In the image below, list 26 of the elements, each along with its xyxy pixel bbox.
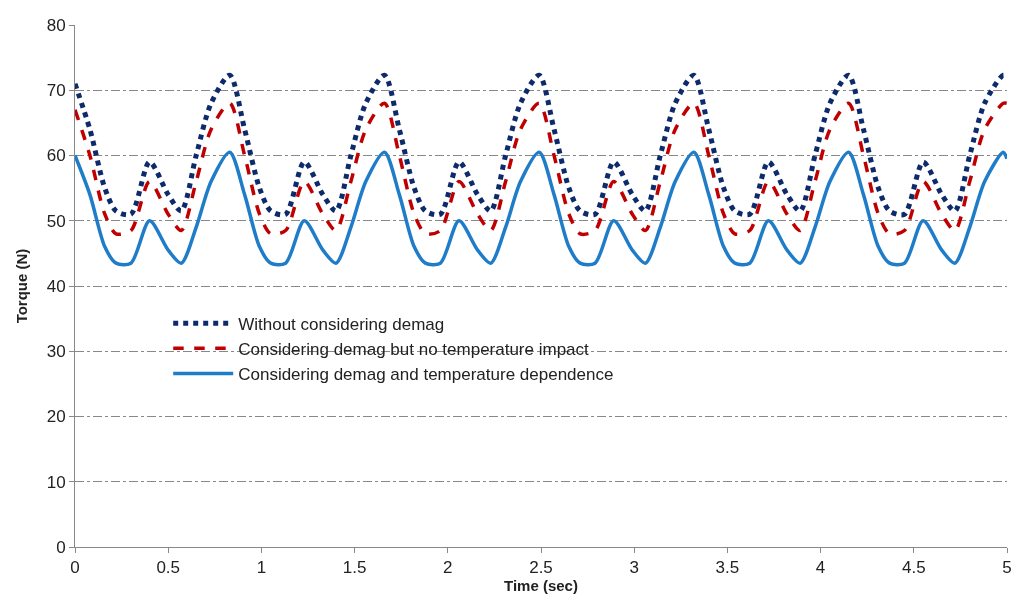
y-tick-label: 20 [46, 407, 66, 427]
x-tick-label: 1 [256, 558, 267, 578]
x-tick-label: 3.5 [715, 558, 740, 578]
x-tick-label: 3 [629, 558, 639, 578]
y-tick-label: 80 [46, 15, 66, 35]
x-tick-label: 1.5 [342, 558, 367, 578]
y-tick-label: 70 [46, 81, 66, 101]
x-tick-label: 2 [443, 558, 453, 578]
y-tick-label: 10 [46, 472, 66, 492]
y-tick-label: 60 [46, 146, 66, 166]
y-tick-label: 0 [56, 537, 66, 557]
y-tick-label: 50 [46, 211, 66, 231]
x-tick-label: 4 [815, 558, 826, 578]
legend-label: Without considering demag [238, 314, 445, 334]
x-tick-label: 2.5 [529, 558, 553, 578]
legend-label: Considering demag but no temperature impact [238, 339, 590, 359]
x-tick-label: 5 [1002, 558, 1012, 578]
line-series [75, 101, 1007, 237]
y-axis-title: Torque (N) [12, 248, 30, 324]
legend-label: Considering demag and temperature dependence [238, 365, 614, 385]
y-tick-label: 30 [46, 342, 66, 362]
x-tick-label: 0 [70, 558, 80, 578]
y-tick-label: 40 [46, 276, 66, 296]
x-axis-title: Time (sec) [504, 577, 578, 595]
x-tick-label: 0.5 [156, 558, 181, 578]
x-tick-label: 4.5 [901, 558, 926, 578]
